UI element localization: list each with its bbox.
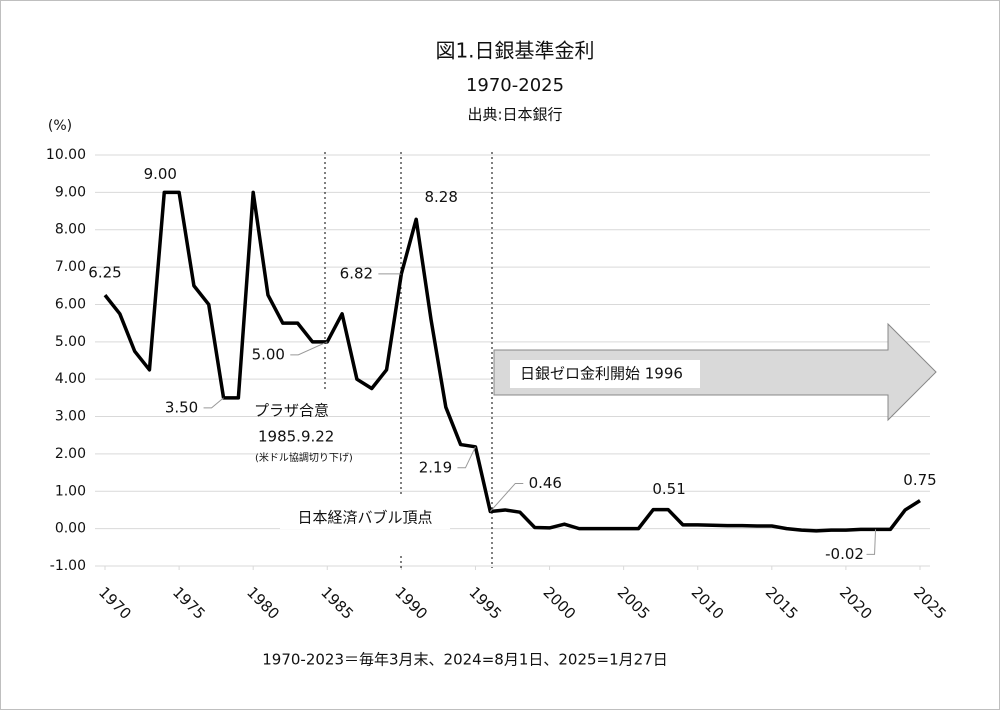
data-label: 5.00: [252, 345, 285, 363]
annotation: プラザ合意: [254, 402, 329, 420]
data-label: -0.02: [825, 545, 864, 563]
data-label: 2.19: [419, 458, 452, 476]
y-tick-label: 9.00: [55, 184, 86, 200]
annotation: 日銀ゼロ金利開始 1996: [520, 365, 683, 383]
y-tick-label: -1.00: [50, 558, 86, 574]
footnote: 1970-2023＝毎年3月末、2024=8月1日、2025=1月27日: [262, 651, 668, 669]
leader-line: [866, 529, 877, 555]
line-series: [103, 190, 921, 533]
data-label: 0.75: [903, 471, 936, 489]
source: 出典:日本銀行: [467, 106, 562, 124]
data-label: 3.50: [165, 398, 198, 416]
y-tick-label: 7.00: [55, 259, 86, 275]
y-axis-label: (%): [48, 118, 72, 134]
chart-title: 図1.日銀基準金利: [435, 39, 594, 63]
data-label: 6.25: [88, 264, 121, 282]
leader-line: [290, 341, 328, 356]
data-label: 6.82: [340, 264, 373, 282]
y-tick-label: 4.00: [55, 371, 86, 387]
annotation: 1985.9.22: [258, 428, 334, 446]
leader-line: [457, 446, 476, 469]
y-tick-label: 8.00: [55, 222, 86, 238]
y-tick-label: 5.00: [55, 334, 86, 350]
annotation-box: [280, 507, 450, 529]
y-tick-label: 6.00: [55, 296, 86, 312]
annotation: (米ドル協調切り下げ): [255, 451, 353, 464]
data-label: 0.46: [529, 474, 562, 492]
data-label: 8.28: [424, 188, 457, 206]
zero-rate-arrow: [493, 322, 937, 422]
y-tick-label: 1.00: [55, 483, 86, 499]
data-label: 9.00: [144, 165, 177, 183]
y-tick-label: 10.00: [46, 147, 86, 163]
chart-subtitle: 1970-2025: [466, 75, 564, 96]
y-tick-label: 2.00: [55, 446, 86, 462]
leader-line: [203, 397, 224, 409]
data-label: 0.51: [652, 480, 685, 498]
arrow-label-box: [510, 360, 700, 388]
leader-line: [489, 482, 524, 512]
annotation: 日本経済バブル頂点: [297, 509, 432, 527]
y-tick-label: 0.00: [55, 521, 86, 537]
y-tick-label: 3.00: [55, 409, 86, 425]
